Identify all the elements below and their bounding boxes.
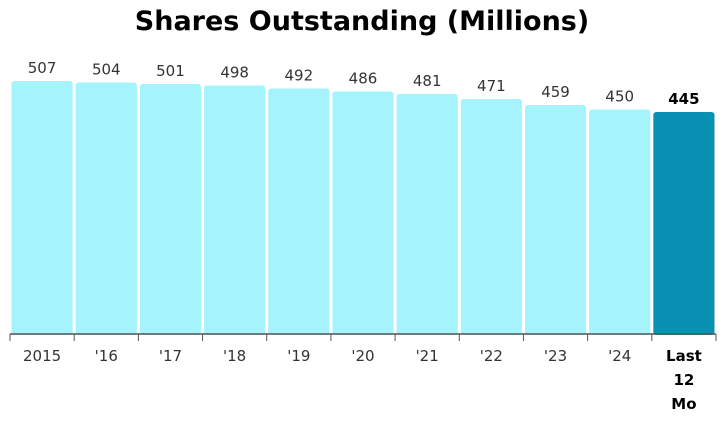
bar xyxy=(524,104,587,335)
bar-value-label: 498 xyxy=(220,63,249,81)
chart-title: Shares Outstanding (Millions) xyxy=(135,6,589,37)
bar xyxy=(204,85,266,336)
x-tick-label: '19 xyxy=(287,347,310,365)
bar-value-label: 450 xyxy=(605,87,634,105)
x-tick-label: '22 xyxy=(480,347,503,365)
x-tick-label: '24 xyxy=(608,347,631,365)
bar xyxy=(11,81,73,335)
bar-value-label: 481 xyxy=(413,72,442,90)
bar-value-label: 492 xyxy=(284,66,313,84)
bar-value-label: 471 xyxy=(477,77,506,95)
value-labels-group: 507 504 501 498 492 486 481 471 459 450 445 xyxy=(28,59,700,108)
x-ticks-group xyxy=(9,334,717,341)
bar-value-label: 507 xyxy=(28,59,57,77)
bar xyxy=(460,98,522,335)
bar xyxy=(268,88,330,336)
bar-value-label: 459 xyxy=(541,83,570,101)
bar xyxy=(332,91,394,336)
bar xyxy=(396,93,458,335)
x-tick-labels-group: 2015 '16 '17 '18 '19 '20 '21 '22 '23 '24 Last 12 Mo xyxy=(23,347,702,413)
bar-value-label: 486 xyxy=(349,69,378,87)
bar xyxy=(653,111,715,335)
bars-group xyxy=(11,81,715,336)
bar-value-label: 504 xyxy=(92,60,121,78)
x-tick-label: '20 xyxy=(351,347,374,365)
bar-value-label: 501 xyxy=(156,62,185,80)
bar xyxy=(75,82,137,335)
x-tick-label: '21 xyxy=(416,347,439,365)
x-tick-label: Last 12 Mo xyxy=(666,347,702,413)
bar xyxy=(139,83,202,335)
x-tick-label: '23 xyxy=(544,347,567,365)
x-tick-label: '16 xyxy=(95,347,118,365)
bar xyxy=(589,109,651,335)
bar-value-label: 445 xyxy=(668,90,699,108)
x-tick-label: 2015 xyxy=(23,347,61,365)
x-tick-label: '17 xyxy=(159,347,182,365)
x-tick-label: '18 xyxy=(223,347,246,365)
